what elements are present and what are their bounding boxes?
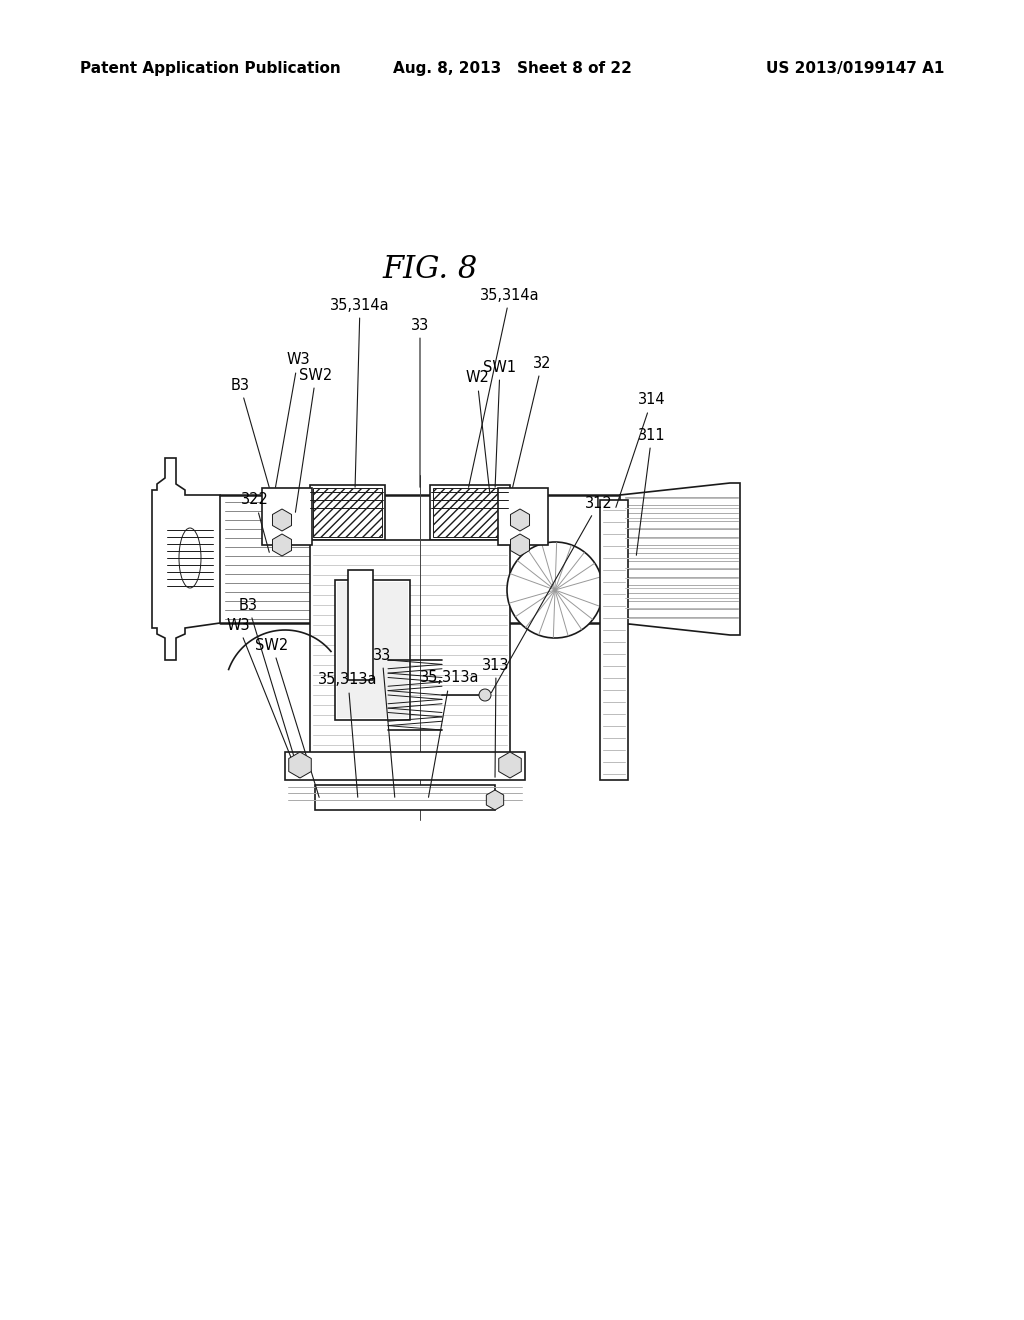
Text: 32: 32 xyxy=(513,355,551,487)
Polygon shape xyxy=(620,483,740,635)
Bar xyxy=(430,484,510,540)
Text: W2: W2 xyxy=(465,371,489,492)
Text: 33: 33 xyxy=(411,318,429,487)
Polygon shape xyxy=(272,510,292,531)
Text: SW1: SW1 xyxy=(483,359,516,487)
Text: B3: B3 xyxy=(239,598,294,758)
Text: 33: 33 xyxy=(373,648,394,797)
Bar xyxy=(498,488,548,545)
Text: W3: W3 xyxy=(275,352,310,487)
Text: 311: 311 xyxy=(636,428,666,556)
Bar xyxy=(310,484,385,540)
Text: W3: W3 xyxy=(226,618,299,777)
Bar xyxy=(335,579,410,719)
Text: 35,314a: 35,314a xyxy=(330,297,390,487)
Text: SW2: SW2 xyxy=(255,638,319,797)
Text: 35,313a: 35,313a xyxy=(420,671,480,797)
Text: 314: 314 xyxy=(615,392,666,507)
Text: Aug. 8, 2013   Sheet 8 of 22: Aug. 8, 2013 Sheet 8 of 22 xyxy=(392,61,632,75)
Bar xyxy=(262,488,312,545)
Text: SW2: SW2 xyxy=(295,367,333,512)
Bar xyxy=(337,582,408,718)
Text: 313: 313 xyxy=(482,657,510,777)
Bar xyxy=(348,570,373,680)
Text: 35,314a: 35,314a xyxy=(469,288,540,487)
Text: US 2013/0199147 A1: US 2013/0199147 A1 xyxy=(766,61,944,75)
Text: FIG. 8: FIG. 8 xyxy=(382,255,477,285)
Text: 322: 322 xyxy=(241,492,269,552)
Text: B3: B3 xyxy=(230,378,269,487)
Circle shape xyxy=(507,543,603,638)
Polygon shape xyxy=(511,535,529,556)
Polygon shape xyxy=(499,752,521,777)
Polygon shape xyxy=(272,535,292,556)
Polygon shape xyxy=(152,458,220,660)
Bar xyxy=(313,488,382,537)
Bar xyxy=(315,785,495,810)
Text: 312: 312 xyxy=(492,495,612,693)
Text: Patent Application Publication: Patent Application Publication xyxy=(80,61,341,75)
Circle shape xyxy=(479,689,490,701)
Bar xyxy=(285,752,525,780)
Polygon shape xyxy=(486,789,504,810)
Text: 35,313a: 35,313a xyxy=(318,672,378,797)
Polygon shape xyxy=(289,752,311,777)
Polygon shape xyxy=(511,510,529,531)
Bar xyxy=(600,500,628,780)
Bar xyxy=(310,540,510,760)
Bar xyxy=(433,488,507,537)
